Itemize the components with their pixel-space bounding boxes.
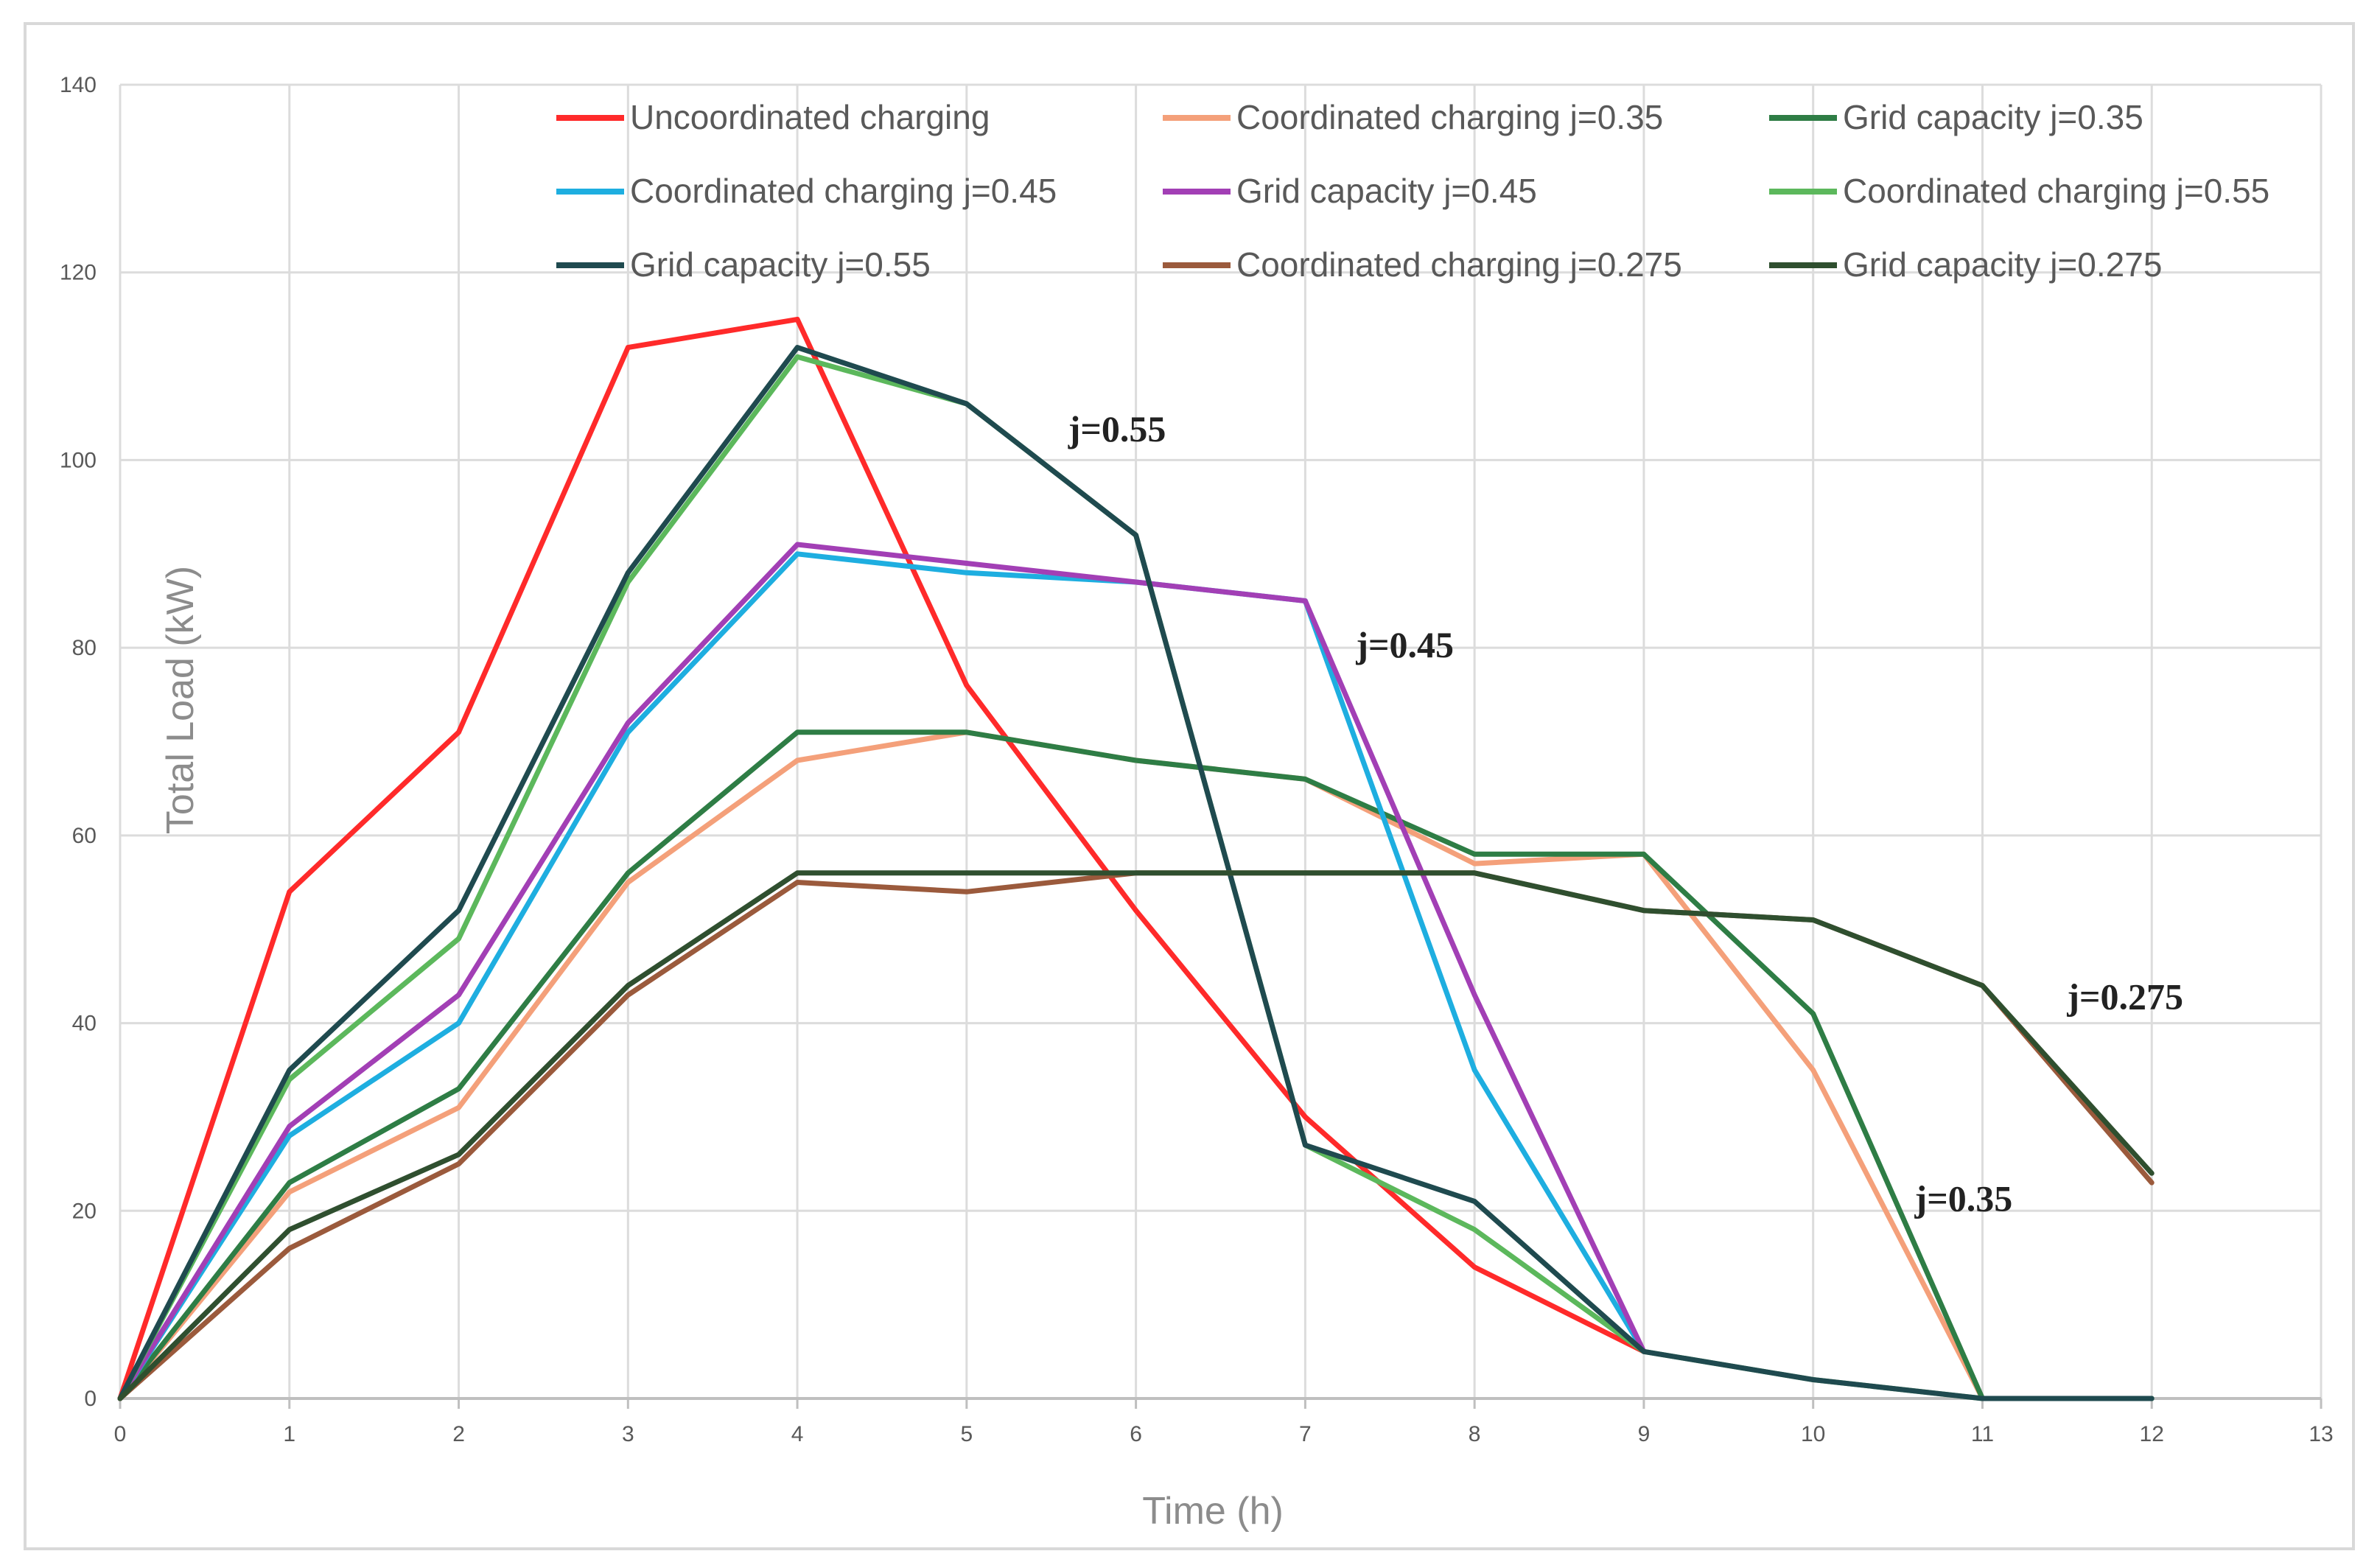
series-line-2	[117, 729, 1985, 1401]
series-line-4	[117, 542, 1647, 1401]
x-tick-label: 13	[2309, 1422, 2333, 1446]
series-annotation: j=0.35	[1914, 1177, 2013, 1219]
legend-label: Coordinated charging j=0.45	[630, 172, 1057, 210]
y-axis-title: Total Load (kW)	[159, 566, 202, 834]
legend-label: Grid capacity j=0.55	[630, 245, 931, 284]
series-annotation: j=0.45	[1355, 624, 1454, 665]
series-line-0	[117, 316, 1647, 1401]
y-tick-label: 120	[60, 261, 97, 285]
legend-item: Coordinated charging j=0.55	[1769, 172, 2269, 210]
x-tick-label: 6	[1130, 1422, 1142, 1446]
legend-label: Coordinated charging j=0.275	[1236, 245, 1682, 284]
x-axis-title: Time (h)	[1142, 1490, 1284, 1533]
x-tick-label: 5	[961, 1422, 973, 1446]
x-tick-label: 9	[1638, 1422, 1651, 1446]
x-tick-label: 11	[1971, 1422, 1994, 1446]
legend-label: Coordinated charging j=0.55	[1843, 172, 2269, 210]
y-tick-label: 0	[84, 1387, 97, 1411]
y-tick-label: 140	[60, 73, 97, 97]
series-line-6	[117, 345, 2155, 1401]
x-tick-label: 3	[622, 1422, 634, 1446]
legend-item: Grid capacity j=0.275	[1769, 245, 2162, 284]
legend-item: Coordinated charging j=0.35	[1163, 98, 1663, 136]
x-tick-label: 2	[452, 1422, 465, 1446]
legend-item: Grid capacity j=0.55	[556, 245, 931, 284]
y-tick-label: 80	[72, 636, 97, 660]
chart-frame	[24, 22, 2355, 1550]
x-tick-label: 8	[1469, 1422, 1481, 1446]
x-tick-label: 4	[791, 1422, 804, 1446]
x-tick-label: 12	[2140, 1422, 2164, 1446]
x-tick-label: 7	[1299, 1422, 1312, 1446]
legend-item: Grid capacity j=0.45	[1163, 172, 1537, 210]
legend-label: Uncoordinated charging	[630, 98, 990, 136]
legend-item: Coordinated charging j=0.275	[1163, 245, 1682, 284]
y-tick-label: 20	[72, 1199, 97, 1223]
legend-label: Coordinated charging j=0.35	[1236, 98, 1663, 136]
series-line-8	[117, 870, 2155, 1401]
y-tick-label: 60	[72, 824, 97, 848]
x-tick-label: 0	[114, 1422, 127, 1446]
legend-label: Grid capacity j=0.275	[1843, 245, 2162, 284]
legend-label: Grid capacity j=0.45	[1236, 172, 1537, 210]
legend-item: Uncoordinated charging	[556, 98, 990, 136]
x-tick-label: 10	[1801, 1422, 1825, 1446]
y-tick-label: 40	[72, 1012, 97, 1036]
legend-item: Coordinated charging j=0.45	[556, 172, 1057, 210]
series-line-3	[117, 551, 1647, 1401]
series-annotation: j=0.55	[1068, 408, 1166, 449]
y-tick-label: 100	[60, 448, 97, 472]
legend-label: Grid capacity j=0.35	[1843, 98, 2143, 136]
series-annotation: j=0.275	[2066, 976, 2183, 1017]
legend-item: Grid capacity j=0.35	[1769, 98, 2143, 136]
x-tick-label: 1	[283, 1422, 295, 1446]
